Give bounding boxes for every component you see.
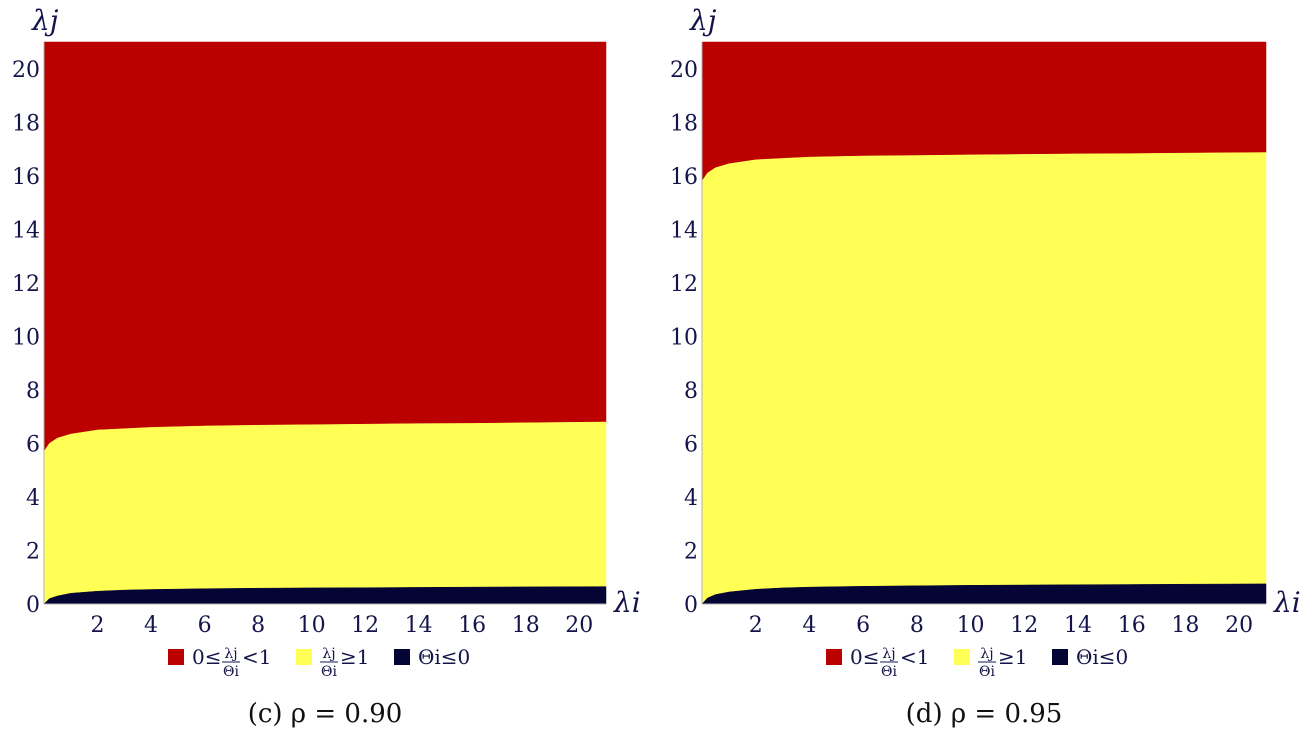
legend-swatch [826,649,842,665]
y-tick-label: 14 [12,218,40,243]
legend-suffix: Θi≤0 [418,645,470,669]
y-tick-label: 16 [670,165,698,190]
y-tick-label: 20 [12,58,40,83]
legend-suffix: <1 [242,645,271,669]
y-tick-label: 10 [670,325,698,350]
x-tick-label: 10 [298,613,326,638]
y-tick-label: 4 [684,486,698,511]
legend-numerator: λj [322,646,335,662]
legend-numerator: λj [224,646,237,662]
legend-suffix: ≥1 [340,645,369,669]
x-axis-label-text: λi [1273,586,1301,619]
figure-caption: (c) ρ = 0.90 [248,699,403,729]
y-tick-label: 14 [670,218,698,243]
y-tick-label: 8 [26,379,40,404]
legend-swatch [394,649,410,665]
region-red [43,41,607,453]
y-tick-label: 18 [670,111,698,136]
y-tick-label: 6 [26,432,40,457]
legend-denominator: Θi [223,664,239,680]
region-yellow [43,421,607,605]
x-tick-label: 20 [1225,613,1253,638]
legend-suffix: Θi≤0 [1076,645,1128,669]
legend-suffix: <1 [900,645,929,669]
region-yellow [701,152,1267,605]
y-tick-label: 8 [684,379,698,404]
x-tick-label: 4 [802,613,816,638]
y-tick-label: 10 [12,325,40,350]
x-tick-label: 14 [1064,613,1092,638]
y-tick-label: 12 [670,272,698,297]
x-tick-label: 10 [957,613,985,638]
legend-denominator: Θi [321,664,337,680]
y-tick-label: 16 [12,165,40,190]
x-axis-label: λi [613,586,641,619]
legend-swatch [954,649,970,665]
y-tick-label: 0 [684,593,698,618]
x-tick-label: 14 [405,613,433,638]
x-axis-label-text: λi [613,586,641,619]
legend-prefix: 0≤ [192,645,221,669]
y-tick-label: 4 [26,486,40,511]
x-tick-label: 6 [856,613,870,638]
y-tick-label: 20 [670,58,698,83]
x-axis-label: λi [1273,586,1301,619]
x-tick-label: 2 [749,613,763,638]
legend-denominator: Θi [979,664,995,680]
x-tick-label: 16 [458,613,486,638]
x-tick-label: 16 [1118,613,1146,638]
x-tick-label: 8 [910,613,924,638]
x-tick-label: 12 [351,613,379,638]
legend-numerator: λj [882,646,895,662]
region-navy [701,583,1267,605]
y-tick-label: 12 [12,272,40,297]
figure-caption: (d) ρ = 0.95 [906,699,1063,729]
x-tick-label: 12 [1010,613,1038,638]
y-axis-label-text: λj [31,4,59,37]
legend-swatch [1052,649,1068,665]
y-axis-label-text: λj [689,4,717,37]
x-tick-label: 20 [565,613,593,638]
legend-swatch [168,649,184,665]
x-tick-label: 18 [1171,613,1199,638]
y-tick-label: 18 [12,111,40,136]
y-tick-label: 6 [684,432,698,457]
x-tick-label: 2 [91,613,105,638]
x-tick-label: 4 [144,613,158,638]
x-tick-label: 18 [512,613,540,638]
legend-prefix: 0≤ [850,645,879,669]
y-axis-label: λj [689,4,717,37]
x-tick-label: 8 [251,613,265,638]
legend-swatch [296,649,312,665]
legend-denominator: Θi [881,664,897,680]
y-tick-label: 2 [684,539,698,564]
legend-numerator: λj [980,646,993,662]
y-tick-label: 0 [26,593,40,618]
x-tick-label: 6 [198,613,212,638]
region-navy [43,586,607,605]
y-axis-label: λj [31,4,59,37]
legend-suffix: ≥1 [998,645,1027,669]
y-tick-label: 2 [26,539,40,564]
